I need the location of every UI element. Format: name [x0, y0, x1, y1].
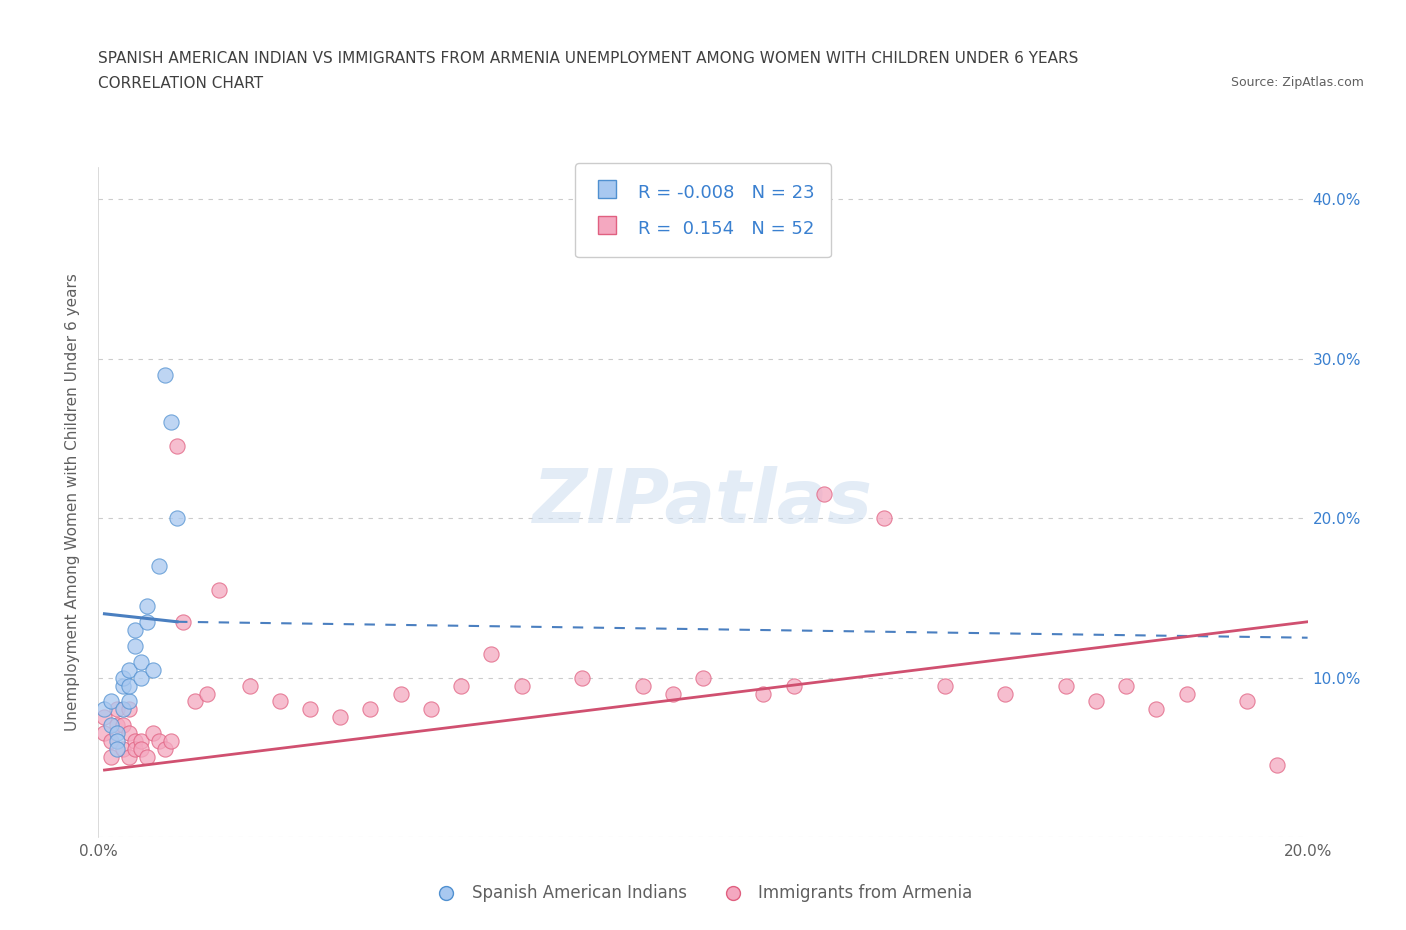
- Point: [195, 686, 218, 701]
- Point: [389, 686, 412, 701]
- Point: [148, 734, 170, 749]
- Point: [934, 678, 956, 693]
- Point: [118, 678, 141, 693]
- Point: [135, 750, 157, 764]
- Point: [510, 678, 533, 693]
- Point: [1144, 702, 1167, 717]
- Point: [111, 742, 134, 757]
- Point: [124, 622, 146, 637]
- Point: [329, 710, 352, 724]
- Point: [184, 694, 207, 709]
- Point: [118, 726, 141, 741]
- Point: [124, 734, 146, 749]
- Point: [129, 734, 152, 749]
- Point: [873, 511, 896, 525]
- Point: [994, 686, 1017, 701]
- Point: [692, 671, 714, 685]
- Point: [118, 750, 141, 764]
- Point: [100, 718, 122, 733]
- Point: [172, 615, 194, 630]
- Point: [160, 734, 183, 749]
- Point: [1054, 678, 1077, 693]
- Point: [662, 686, 685, 701]
- Point: [93, 702, 115, 717]
- Point: [153, 742, 176, 757]
- Point: [420, 702, 443, 717]
- Point: [124, 638, 146, 653]
- Text: ZIPatlas: ZIPatlas: [533, 466, 873, 538]
- Point: [124, 742, 146, 757]
- Point: [450, 678, 472, 693]
- Text: CORRELATION CHART: CORRELATION CHART: [98, 76, 263, 91]
- Point: [269, 694, 291, 709]
- Point: [111, 702, 134, 717]
- Point: [166, 439, 188, 454]
- Point: [111, 671, 134, 685]
- Legend: Spanish American Indians, Immigrants from Armenia: Spanish American Indians, Immigrants fro…: [426, 878, 980, 909]
- Point: [813, 486, 835, 501]
- Point: [93, 726, 115, 741]
- Point: [1267, 758, 1289, 773]
- Point: [129, 654, 152, 669]
- Point: [1175, 686, 1198, 701]
- Point: [208, 582, 231, 597]
- Point: [118, 694, 141, 709]
- Point: [100, 734, 122, 749]
- Point: [93, 710, 115, 724]
- Point: [166, 511, 188, 525]
- Point: [1115, 678, 1137, 693]
- Point: [752, 686, 775, 701]
- Y-axis label: Unemployment Among Women with Children Under 6 years: Unemployment Among Women with Children U…: [65, 273, 80, 731]
- Point: [105, 742, 128, 757]
- Point: [129, 671, 152, 685]
- Point: [135, 598, 157, 613]
- Point: [160, 415, 183, 430]
- Point: [105, 726, 128, 741]
- Point: [100, 750, 122, 764]
- Point: [105, 702, 128, 717]
- Text: Source: ZipAtlas.com: Source: ZipAtlas.com: [1230, 76, 1364, 89]
- Point: [142, 726, 165, 741]
- Point: [142, 662, 165, 677]
- Point: [783, 678, 806, 693]
- Point: [105, 718, 128, 733]
- Point: [360, 702, 382, 717]
- Point: [118, 702, 141, 717]
- Point: [239, 678, 262, 693]
- Point: [111, 678, 134, 693]
- Point: [1085, 694, 1108, 709]
- Point: [481, 646, 503, 661]
- Point: [153, 367, 176, 382]
- Point: [299, 702, 322, 717]
- Point: [111, 718, 134, 733]
- Point: [129, 742, 152, 757]
- Text: SPANISH AMERICAN INDIAN VS IMMIGRANTS FROM ARMENIA UNEMPLOYMENT AMONG WOMEN WITH: SPANISH AMERICAN INDIAN VS IMMIGRANTS FR…: [98, 51, 1078, 66]
- Point: [105, 734, 128, 749]
- Point: [148, 559, 170, 574]
- Point: [135, 615, 157, 630]
- Point: [1236, 694, 1258, 709]
- Point: [118, 662, 141, 677]
- Point: [571, 671, 593, 685]
- Point: [100, 694, 122, 709]
- Point: [631, 678, 654, 693]
